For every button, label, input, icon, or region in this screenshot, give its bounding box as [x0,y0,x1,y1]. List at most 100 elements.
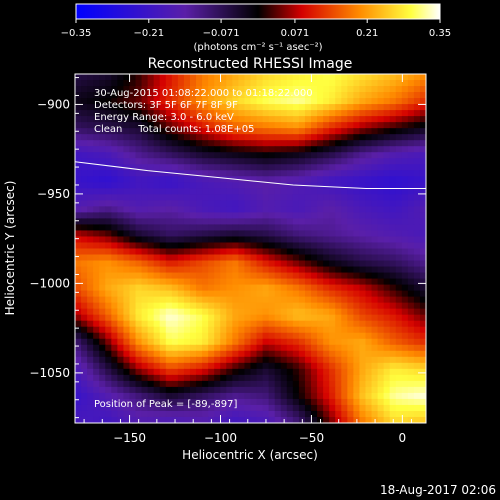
heatmap-cell [383,158,391,165]
heatmap-cell [395,152,403,159]
heatmap-cell [335,242,342,250]
heatmap-cell [377,296,385,304]
heatmap-cell [341,134,348,141]
heatmap-cell [280,392,288,400]
heatmap-cell [238,86,246,93]
heatmap-cell [183,194,191,201]
heatmap-cell [177,188,185,195]
heatmap-cell [214,152,221,159]
heatmap-cell [347,254,354,262]
heatmap-cell [87,380,94,388]
heatmap-cell [335,248,342,256]
heatmap-cell [365,368,373,376]
heatmap-cell [262,326,270,334]
heatmap-cell [196,242,203,250]
heatmap-cell [401,404,409,412]
heatmap-cell [81,404,88,412]
heatmap-cell [347,302,354,310]
heatmap-cell [329,134,336,141]
heatmap-cell [335,206,342,213]
heatmap-cell [141,110,149,117]
x-tick-label: −100 [204,431,237,445]
heatmap-cell [135,296,143,304]
heatmap-cell [99,284,106,292]
heatmap-cell [141,194,149,201]
heatmap-cell [347,224,354,232]
heatmap-cell [226,98,233,105]
heatmap-cell [317,206,324,213]
heatmap-cell [335,284,342,292]
heatmap-cell [208,398,215,406]
heatmap-cell [268,110,276,117]
heatmap-cell [383,128,391,135]
heatmap-cell [135,182,143,189]
heatmap-cell [383,266,391,274]
heatmap-cell [353,248,361,256]
heatmap-cell [244,170,252,177]
heatmap-cell [298,164,306,171]
heatmap-cell [117,284,125,292]
heatmap-cell [232,338,239,346]
heatmap-cell [407,122,415,129]
heatmap-cell [117,374,125,382]
heatmap-cell [419,206,426,213]
heatmap-cell [262,116,270,123]
heatmap-cell [226,284,233,292]
heatmap-cell [371,176,379,183]
heatmap-cell [323,140,330,147]
heatmap-cell [335,176,342,183]
heatmap-cell [244,260,252,268]
heatmap-cell [401,212,409,220]
heatmap-cell [256,194,264,201]
heatmap-cell [256,380,264,388]
heatmap-cell [141,398,149,406]
heatmap-cell [147,128,155,135]
heatmap-cell [256,278,264,286]
heatmap-cell [177,410,185,418]
heatmap-cell [135,206,143,213]
heatmap-cell [153,110,161,117]
heatmap-cell [347,206,354,213]
heatmap-cell [244,146,252,153]
heatmap-cell [341,320,348,328]
heatmap-cell [153,278,161,286]
heatmap-cell [335,314,342,322]
heatmap-cell [159,92,167,99]
heatmap-cell [353,404,361,412]
heatmap-cell [329,344,336,352]
heatmap-cell [123,92,131,99]
heatmap-cell [274,224,282,232]
heatmap-cell [274,122,282,129]
heatmap-cell [153,122,161,129]
heatmap-cell [353,122,361,129]
heatmap-cell [353,86,361,93]
heatmap-cell [208,110,215,117]
heatmap-cell [81,368,88,376]
heatmap-cell [87,392,94,400]
heatmap-cell [81,230,88,238]
heatmap-cell [304,254,312,262]
heatmap-cell [196,362,203,370]
heatmap-cell [238,392,246,400]
heatmap-cell [153,266,161,274]
heatmap-cell [383,146,391,153]
heatmap-cell [238,146,246,153]
heatmap-cell [377,230,385,238]
heatmap-cell [359,140,367,147]
heatmap-cell [262,404,270,412]
heatmap-cell [75,200,82,207]
heatmap-cell [268,326,276,334]
heatmap-cell [359,350,367,358]
heatmap-cell [75,284,82,292]
heatmap-cell [196,206,203,213]
heatmap-cell [93,164,100,171]
colorbar-tick-label: −0.35 [61,28,92,39]
heatmap-cell [274,320,282,328]
heatmap-cell [202,164,209,171]
heatmap-cell [189,242,197,250]
heatmap-cell [353,398,361,406]
heatmap-cell [365,254,373,262]
heatmap-cell [202,338,209,346]
heatmap-cell [274,410,282,418]
heatmap-cell [377,416,385,423]
